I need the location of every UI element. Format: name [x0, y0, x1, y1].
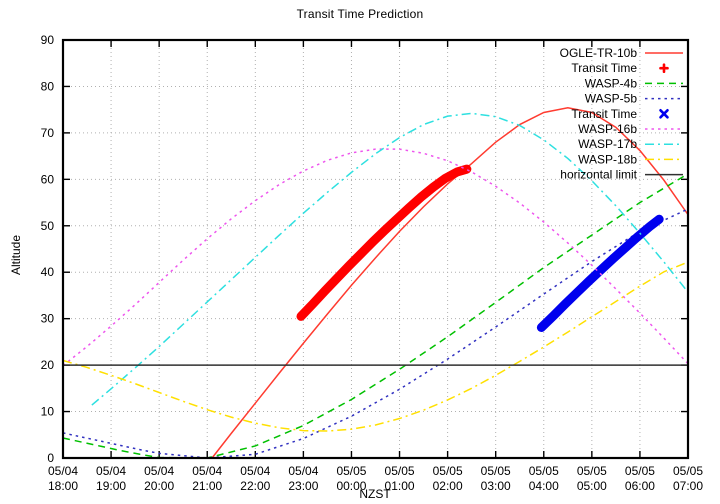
y-axis-label: Altitude — [9, 235, 23, 275]
svg-text:05/05: 05/05 — [481, 464, 511, 478]
svg-text:21:00: 21:00 — [192, 479, 222, 493]
svg-text:05/04: 05/04 — [96, 464, 126, 478]
y-tick-label: 30 — [41, 312, 55, 326]
svg-text:01:00: 01:00 — [385, 479, 415, 493]
svg-text:05/05: 05/05 — [673, 464, 703, 478]
svg-text:02:00: 02:00 — [433, 479, 463, 493]
svg-text:06:00: 06:00 — [625, 479, 655, 493]
chart-title: Transit Time Prediction — [296, 7, 424, 21]
svg-text:19:00: 19:00 — [96, 479, 126, 493]
legend-label-3: WASP-5b — [585, 92, 638, 106]
data-series-layer — [62, 107, 689, 459]
svg-text:03:00: 03:00 — [481, 479, 511, 493]
svg-text:20:00: 20:00 — [144, 479, 174, 493]
svg-text:05/04: 05/04 — [48, 464, 78, 478]
svg-text:05/04: 05/04 — [288, 464, 318, 478]
svg-text:05:00: 05:00 — [577, 479, 607, 493]
y-tick-label: 60 — [41, 172, 55, 186]
svg-text:04:00: 04:00 — [529, 479, 559, 493]
y-tick-label: 50 — [41, 219, 55, 233]
legend-sample-cross-icon — [659, 109, 669, 119]
svg-text:23:00: 23:00 — [288, 479, 318, 493]
svg-text:05/05: 05/05 — [336, 464, 366, 478]
svg-text:05/05: 05/05 — [433, 464, 463, 478]
series-wasp-4b-2 — [62, 173, 689, 459]
series-transit-time-1 — [296, 164, 472, 321]
legend-label-1: Transit Time — [571, 61, 637, 75]
svg-text:05/04: 05/04 — [240, 464, 270, 478]
series-wasp-5b-3 — [62, 208, 689, 459]
svg-text:05/05: 05/05 — [577, 464, 607, 478]
series-ogle-tr-10b-0 — [211, 107, 689, 459]
x-axis-label: NZST — [359, 487, 391, 501]
svg-text:05/04: 05/04 — [144, 464, 174, 478]
y-tick-label: 20 — [41, 358, 55, 372]
series-wasp-18b-7 — [62, 261, 689, 432]
svg-text:05/05: 05/05 — [625, 464, 655, 478]
y-axis-ticks: 0 10 20 30 40 50 60 70 80 90 — [41, 33, 688, 465]
series-wasp-16b-5 — [62, 148, 689, 367]
svg-text:05/05: 05/05 — [529, 464, 559, 478]
y-tick-label: 70 — [41, 126, 55, 140]
y-tick-label: 0 — [47, 451, 54, 465]
legend-label-4: Transit Time — [571, 107, 637, 121]
series-transit-time-4 — [536, 214, 664, 332]
y-tick-label: 80 — [41, 79, 55, 93]
legend-sample-plus-icon — [659, 63, 669, 73]
legend-label-5: WASP-16b — [578, 122, 637, 136]
legend-label-6: WASP-17b — [578, 137, 637, 151]
svg-text:18:00: 18:00 — [48, 479, 78, 493]
svg-text:05/05: 05/05 — [385, 464, 415, 478]
legend-label-8: horizontal limit — [560, 168, 637, 182]
plot-frame — [61, 38, 690, 460]
svg-text:22:00: 22:00 — [240, 479, 270, 493]
series-wasp-17b-6 — [91, 112, 689, 406]
y-tick-label: 10 — [41, 405, 55, 419]
legend-label-2: WASP-4b — [585, 76, 638, 90]
y-tick-label: 40 — [41, 265, 55, 279]
svg-text:05/04: 05/04 — [192, 464, 222, 478]
legend-label-7: WASP-18b — [578, 152, 637, 166]
svg-text:07:00: 07:00 — [673, 479, 703, 493]
svg-text:00:00: 00:00 — [336, 479, 366, 493]
y-tick-label: 90 — [41, 33, 55, 47]
legend-label-0: OGLE-TR-10b — [560, 46, 638, 60]
